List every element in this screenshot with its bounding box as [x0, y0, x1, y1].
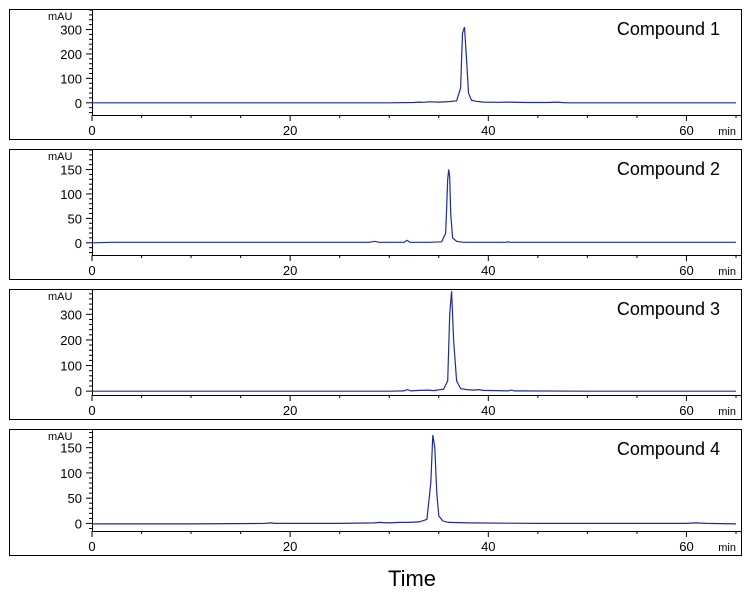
- x-tick-label: 40: [481, 123, 495, 138]
- y-tick-label: 50: [68, 211, 82, 226]
- x-tick-label: 0: [88, 263, 95, 278]
- y-tick-label: 200: [60, 47, 82, 62]
- x-tick-label: 20: [283, 123, 297, 138]
- x-axis-unit-label: min: [718, 406, 736, 418]
- panel-3: 0 100 200 300 mAU 0 20 40 60 min Compound 3: [9, 289, 742, 420]
- y-tick-label: 200: [60, 333, 82, 348]
- chromatogram-trace: [92, 26, 736, 104]
- y-tick-label: 0: [75, 96, 82, 111]
- x-tick-label: 0: [88, 539, 95, 554]
- x-tick-label: 60: [679, 539, 693, 554]
- panel-title: Compound 2: [617, 159, 720, 179]
- x-axis-unit-label: min: [718, 266, 736, 278]
- panel-frame: [9, 429, 742, 556]
- y-tick-label: 0: [75, 384, 82, 399]
- figure-x-axis-label: Time: [388, 566, 436, 591]
- panel-title: Compound 4: [617, 439, 720, 459]
- y-tick-label: 300: [60, 23, 82, 38]
- x-tick-label: 40: [481, 263, 495, 278]
- y-tick-label: 100: [60, 359, 82, 374]
- y-tick-label: 0: [75, 516, 82, 531]
- x-tick-label: 20: [283, 539, 297, 554]
- chromatogram-trace: [92, 435, 737, 525]
- chromatogram-trace: [91, 169, 736, 244]
- x-axis-unit-label: min: [718, 542, 736, 554]
- y-tick-label: 100: [60, 187, 82, 202]
- x-axis-unit-label: min: [718, 126, 736, 138]
- chromatogram-trace: [92, 291, 736, 392]
- x-tick-label: 60: [679, 403, 693, 418]
- y-tick-label: 100: [60, 466, 82, 481]
- y-tick-label: 150: [60, 441, 82, 456]
- panel-title: Compound 3: [617, 299, 720, 319]
- panel-frame: [9, 149, 742, 280]
- panel-frame: [9, 9, 742, 140]
- x-tick-label: 60: [679, 123, 693, 138]
- y-axis-unit-label: mAU: [48, 291, 73, 303]
- x-tick-label: 40: [481, 403, 495, 418]
- x-tick-label: 0: [88, 403, 95, 418]
- y-tick-label: 50: [68, 491, 82, 506]
- y-axis-unit-label: mAU: [48, 431, 73, 443]
- y-axis-unit-label: mAU: [48, 151, 73, 163]
- x-tick-label: 0: [88, 123, 95, 138]
- x-tick-label: 60: [679, 263, 693, 278]
- x-tick-label: 40: [481, 539, 495, 554]
- panel-title: Compound 1: [617, 19, 720, 39]
- x-tick-label: 20: [283, 263, 297, 278]
- y-axis-unit-label: mAU: [48, 11, 73, 23]
- x-tick-label: 20: [283, 403, 297, 418]
- y-tick-label: 0: [75, 236, 82, 251]
- panel-frame: [9, 289, 742, 420]
- y-tick-label: 100: [60, 71, 82, 86]
- y-tick-label: 300: [60, 307, 82, 322]
- y-tick-label: 150: [60, 163, 82, 178]
